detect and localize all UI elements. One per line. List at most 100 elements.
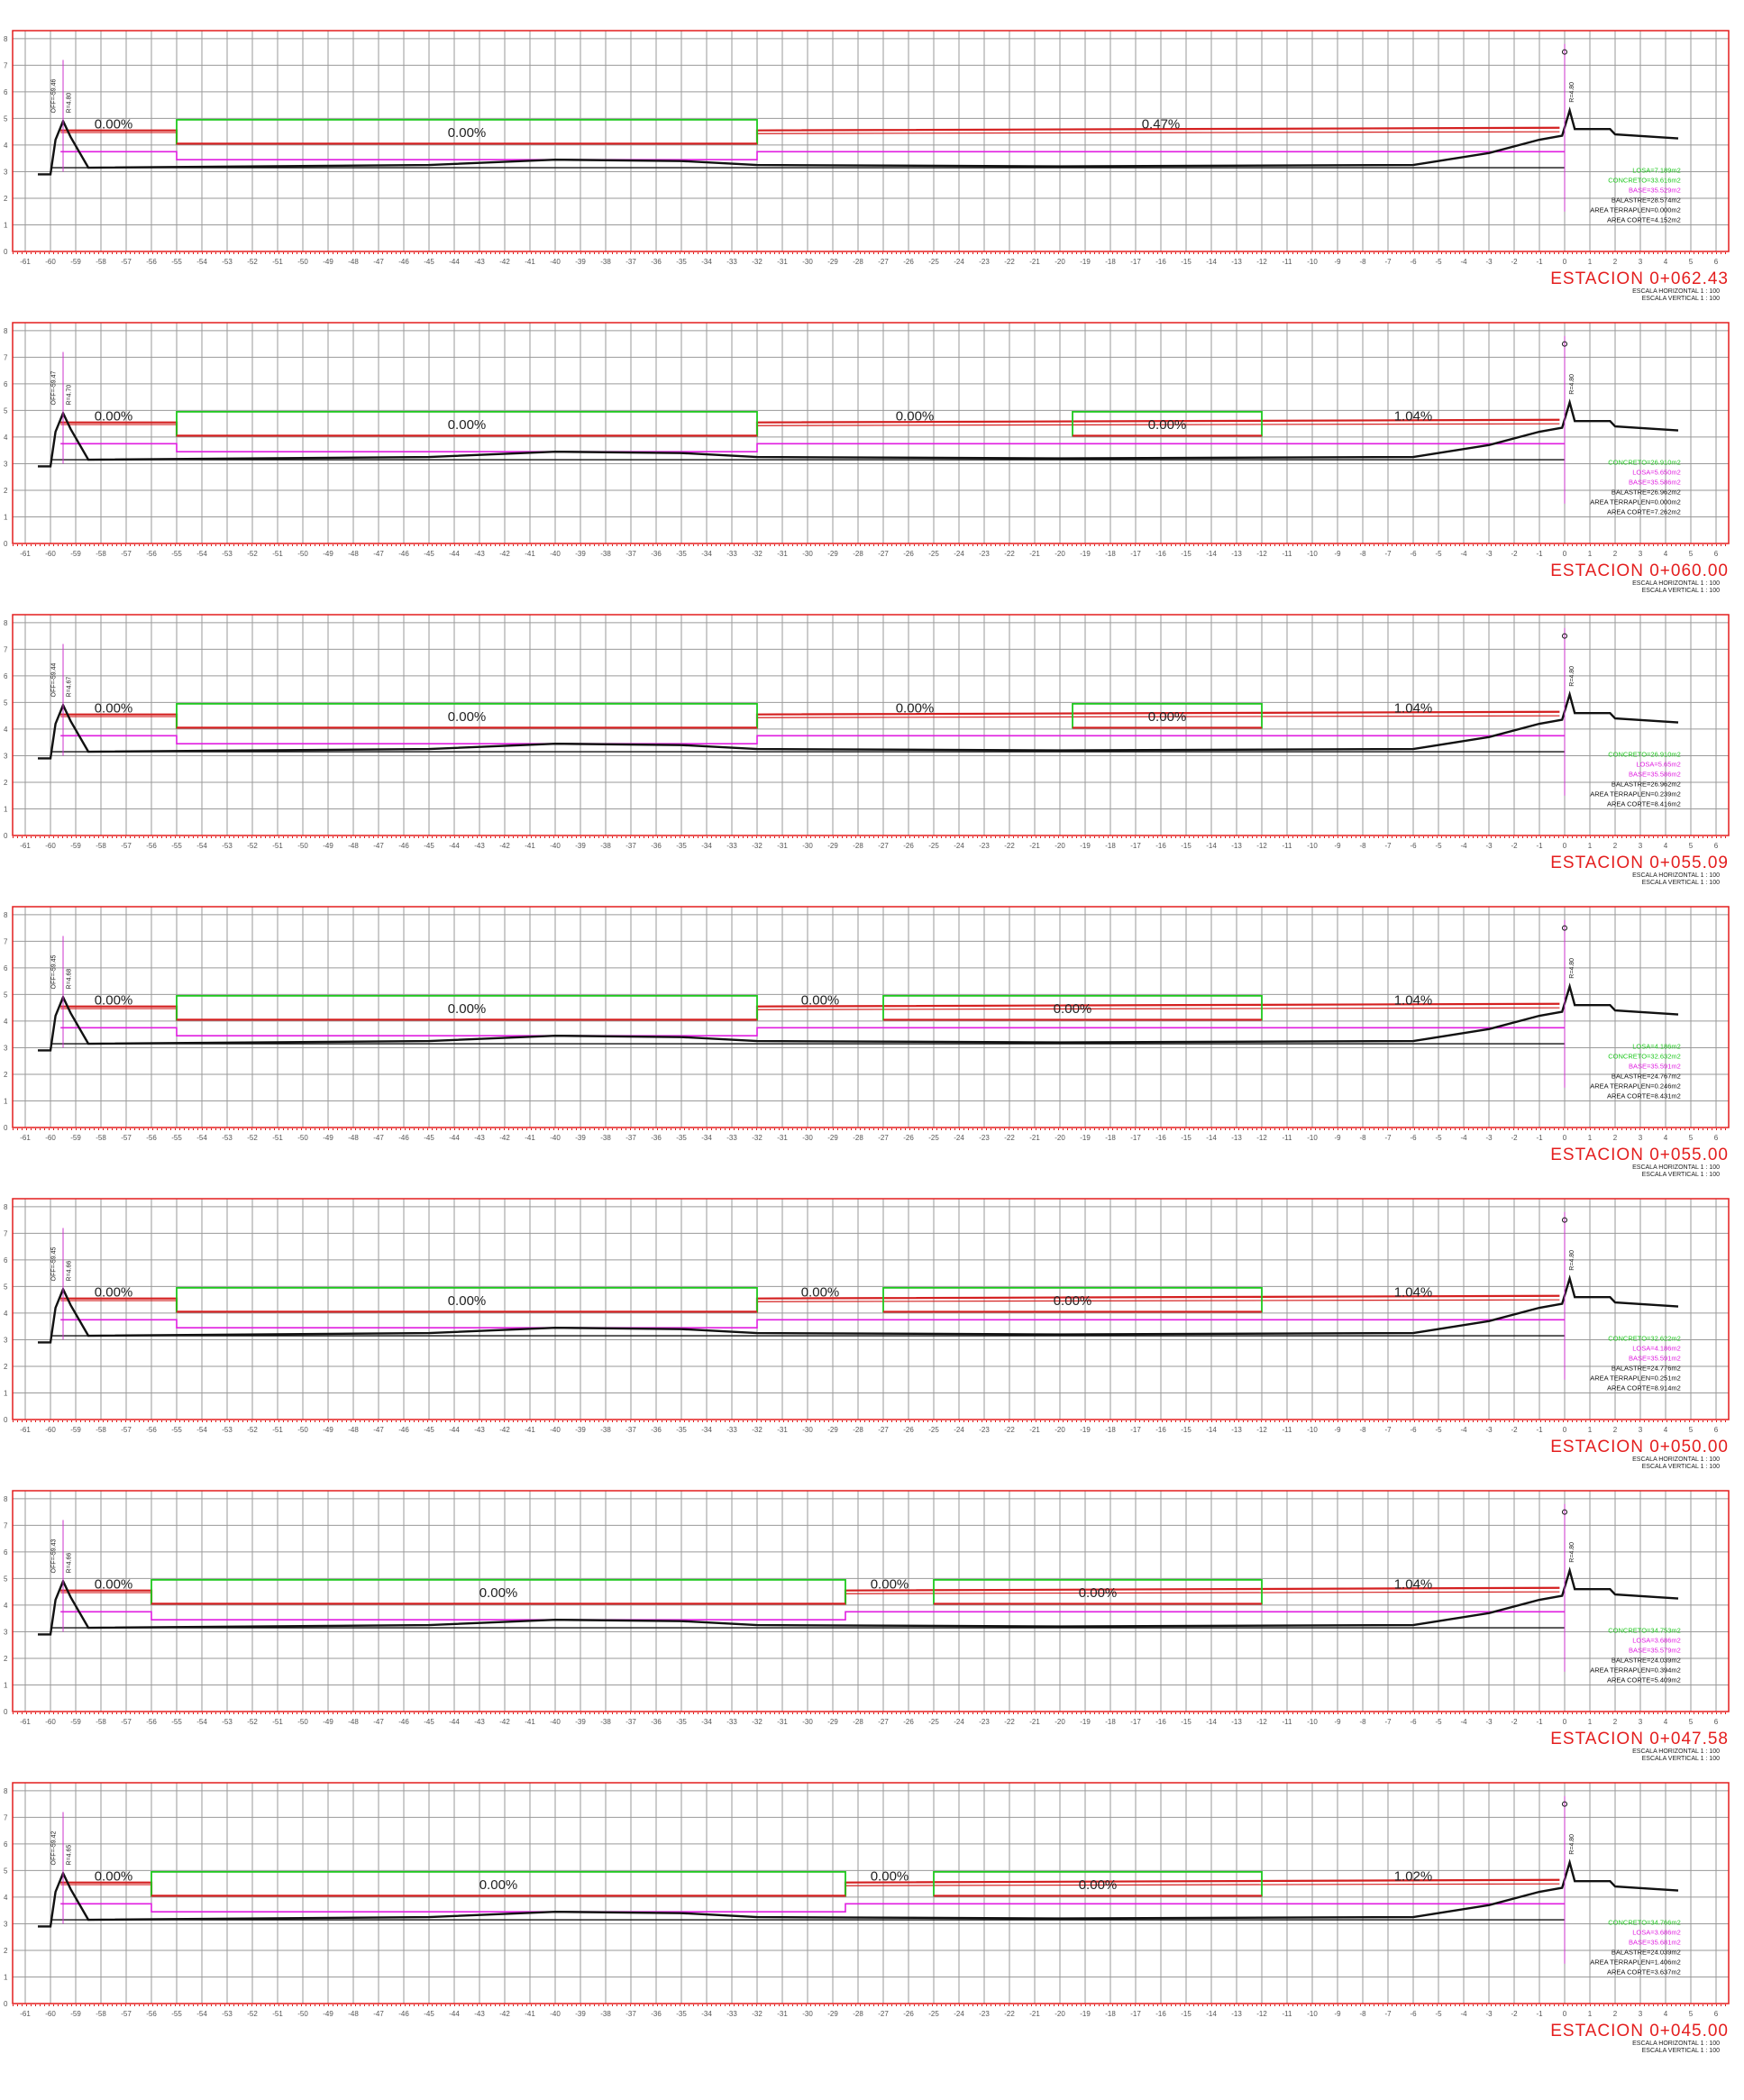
base-line xyxy=(60,735,1565,744)
x-tick-label: -52 xyxy=(247,550,258,558)
x-tick-label: -22 xyxy=(1004,1134,1015,1142)
x-tick-label: -46 xyxy=(398,1426,409,1434)
x-tick-label: -46 xyxy=(398,2010,409,2018)
x-tick-label: -53 xyxy=(222,1134,233,1142)
x-tick-label: -5 xyxy=(1435,1426,1442,1434)
area-summary-line: BASE=35.529m2 xyxy=(1629,186,1681,194)
x-tick-label: -48 xyxy=(348,550,359,558)
x-tick-label: -45 xyxy=(424,550,434,558)
x-tick-label: -17 xyxy=(1130,258,1141,266)
x-tick-label: -55 xyxy=(171,1718,182,1726)
station-title: ESTACION 0+062.43 xyxy=(1550,269,1729,288)
y-tick-label: 7 xyxy=(4,645,8,653)
x-tick-label: -22 xyxy=(1004,258,1015,266)
x-tick-label: -16 xyxy=(1155,1134,1166,1142)
y-tick-label: 1 xyxy=(4,805,8,813)
area-summary-line: AREA TERRAPLEN=0.000m2 xyxy=(1590,498,1681,506)
x-tick-label: -29 xyxy=(827,2010,838,2018)
x-tick-label: -58 xyxy=(96,1134,106,1142)
x-tick-label: -15 xyxy=(1181,1426,1192,1434)
x-tick-label: -59 xyxy=(70,1134,81,1142)
slope-label: 0.00% xyxy=(896,701,935,717)
x-tick-label: -49 xyxy=(323,258,333,266)
x-tick-label: -26 xyxy=(903,1426,914,1434)
x-tick-label: -14 xyxy=(1206,842,1217,850)
y-tick-label: 3 xyxy=(4,168,8,176)
slope-label: 0.00% xyxy=(1054,1293,1092,1309)
y-tick-label: 3 xyxy=(4,1044,8,1052)
x-tick-label: -57 xyxy=(121,1718,132,1726)
x-tick-label: -20 xyxy=(1055,2010,1065,2018)
x-tick-label: -39 xyxy=(575,842,586,850)
slope-label: 0.00% xyxy=(871,1869,909,1885)
x-tick-label: -50 xyxy=(297,1718,308,1726)
x-tick-label: -47 xyxy=(373,842,384,850)
x-tick-label: -40 xyxy=(550,1718,561,1726)
x-tick-label: -34 xyxy=(701,2010,712,2018)
x-tick-label: -47 xyxy=(373,550,384,558)
area-summary-line: AREA TERRAPLEN=1.406m2 xyxy=(1590,1958,1681,1966)
x-tick-label: 1 xyxy=(1588,1718,1593,1726)
y-tick-label: 7 xyxy=(4,61,8,69)
y-tick-label: 1 xyxy=(4,1681,8,1689)
area-summary-line: BASE=35.591m2 xyxy=(1629,1354,1681,1362)
area-summary-line: BASE=35.586m2 xyxy=(1629,478,1681,486)
x-tick-label: -37 xyxy=(625,2010,636,2018)
x-tick-label: -38 xyxy=(600,258,611,266)
x-tick-label: 5 xyxy=(1689,258,1694,266)
x-tick-label: -51 xyxy=(272,1426,283,1434)
x-tick-label: -27 xyxy=(878,1718,889,1726)
x-tick-label: -48 xyxy=(348,258,359,266)
x-tick-label: -23 xyxy=(979,842,990,850)
area-summary-line: BASE=35.579m2 xyxy=(1629,1646,1681,1654)
x-tick-label: -32 xyxy=(752,1718,762,1726)
x-tick-label: -5 xyxy=(1435,258,1442,266)
x-tick-label: -8 xyxy=(1359,550,1366,558)
x-tick-label: -44 xyxy=(449,1718,460,1726)
slab-bottom-line xyxy=(845,1883,1560,1886)
slope-label: 0.00% xyxy=(448,417,487,433)
x-tick-label: -15 xyxy=(1181,258,1192,266)
slope-label: 0.00% xyxy=(95,701,133,717)
x-tick-label: -4 xyxy=(1460,1134,1467,1142)
area-summary-line: CONCRETO=26.910m2 xyxy=(1608,458,1681,466)
x-tick-label: -44 xyxy=(449,1134,460,1142)
x-tick-label: -7 xyxy=(1384,1134,1392,1142)
x-tick-label: -59 xyxy=(70,258,81,266)
x-tick-label: -8 xyxy=(1359,842,1366,850)
x-tick-label: -16 xyxy=(1155,1718,1166,1726)
slab-top-line xyxy=(60,126,1560,145)
x-tick-label: -14 xyxy=(1206,1718,1217,1726)
x-tick-label: 0 xyxy=(1563,1134,1567,1142)
x-tick-label: -21 xyxy=(1029,550,1040,558)
x-tick-label: -61 xyxy=(20,1718,31,1726)
x-tick-label: 6 xyxy=(1714,2010,1719,2018)
y-tick-label: 8 xyxy=(4,911,8,919)
x-tick-label: -19 xyxy=(1080,1134,1091,1142)
x-tick-label: -5 xyxy=(1435,1134,1442,1142)
x-tick-label: -48 xyxy=(348,842,359,850)
scale-vertical: ESCALA VERTICAL 1 : 100 xyxy=(1642,1464,1720,1470)
x-tick-label: -31 xyxy=(777,1718,788,1726)
area-summary-line: CONCRETO=32.622m2 xyxy=(1608,1334,1681,1342)
x-tick-label: -55 xyxy=(171,842,182,850)
x-tick-label: -26 xyxy=(903,842,914,850)
x-tick-label: -3 xyxy=(1485,550,1493,558)
x-tick-label: -24 xyxy=(954,258,964,266)
y-tick-label: 7 xyxy=(4,937,8,945)
y-tick-label: 8 xyxy=(4,35,8,43)
x-tick-label: -34 xyxy=(701,258,712,266)
base-line xyxy=(60,1027,1565,1036)
x-tick-label: -16 xyxy=(1155,2010,1166,2018)
x-tick-label: -47 xyxy=(373,1134,384,1142)
area-summary-line: BALASTRE=24.776m2 xyxy=(1612,1364,1681,1372)
area-summary-line: AREA CORTE=3.637m2 xyxy=(1607,1968,1681,1976)
x-tick-label: -30 xyxy=(802,1718,813,1726)
x-tick-label: -38 xyxy=(600,2010,611,2018)
x-tick-label: 1 xyxy=(1588,1134,1593,1142)
x-tick-label: 3 xyxy=(1639,842,1643,850)
x-tick-label: -1 xyxy=(1536,2010,1543,2018)
x-tick-label: 4 xyxy=(1664,1134,1668,1142)
